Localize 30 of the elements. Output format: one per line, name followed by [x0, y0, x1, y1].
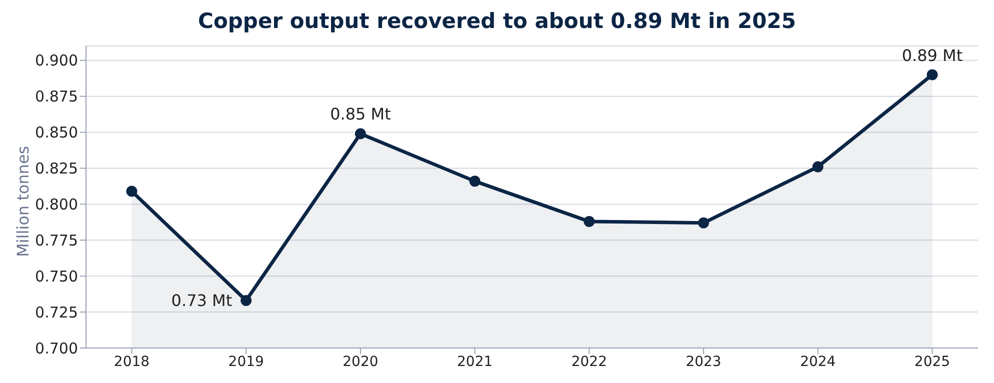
annotation: 0.85 Mt	[330, 104, 391, 124]
y-tick-label: 0.850	[35, 124, 78, 142]
point	[698, 217, 710, 228]
point	[354, 128, 366, 140]
annotation: 0.89 Mt	[902, 46, 963, 65]
x-tick-label: 2019	[228, 354, 264, 370]
y-tick-label: 0.825	[35, 160, 78, 178]
point	[584, 216, 595, 227]
y-tick-label: 0.800	[35, 196, 78, 214]
y-tick-label: 0.875	[35, 88, 78, 106]
chart-title: Copper output recovered to about 0.89 Mt in 2025	[197, 8, 797, 35]
point	[126, 186, 138, 197]
y-tick-label: 0.900	[35, 52, 78, 70]
point	[812, 161, 824, 172]
x-tick-label: 2023	[686, 354, 722, 370]
y-tick-label: 0.750	[35, 267, 78, 286]
x-tick-label: 2025	[914, 354, 950, 370]
y-tick-label: 0.700	[35, 339, 78, 358]
point	[469, 176, 480, 187]
y-axis-title: Million tonnes	[14, 146, 33, 257]
y-tick-label: 0.775	[35, 231, 78, 250]
x-tick-label: 2018	[114, 354, 150, 370]
annotation: 0.73 Mt	[171, 291, 232, 310]
y-tick-label: 0.725	[35, 303, 78, 322]
point	[926, 69, 938, 80]
x-tick-label: 2021	[457, 354, 493, 370]
point	[240, 295, 252, 306]
x-tick-label: 2024	[800, 354, 836, 370]
x-tick-label: 2020	[342, 354, 378, 370]
x-tick-label: 2022	[571, 354, 607, 370]
